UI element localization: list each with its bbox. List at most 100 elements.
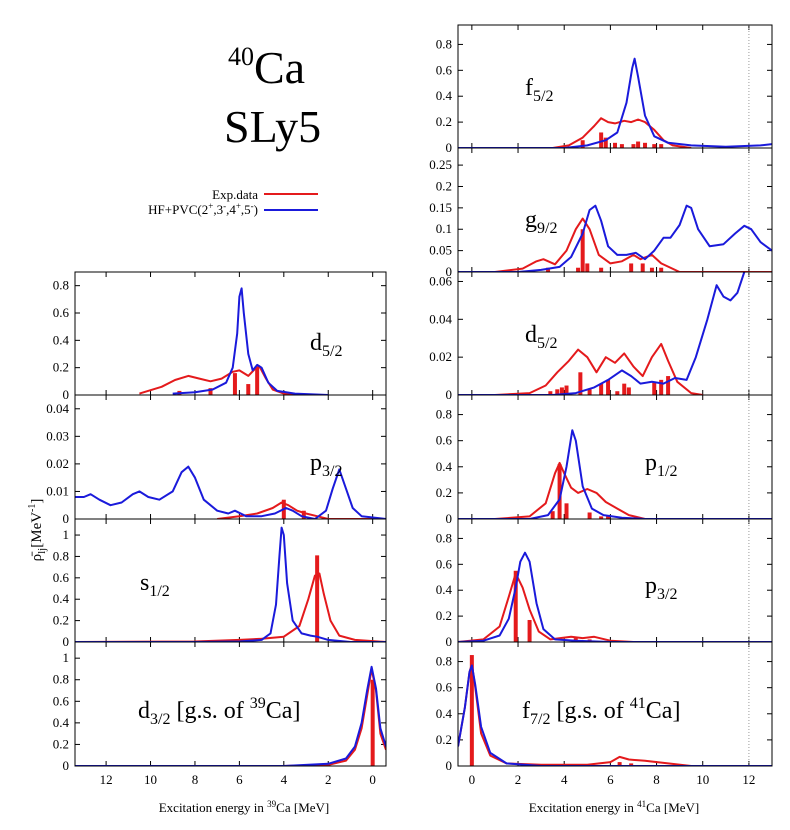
exp-bar bbox=[659, 379, 664, 395]
exp-bar bbox=[652, 144, 657, 148]
exp-bar bbox=[580, 140, 585, 148]
orbital-label: g9/2 bbox=[525, 207, 557, 237]
x-tick-label: 0 bbox=[469, 772, 476, 787]
y-tick-label: 0.4 bbox=[436, 582, 453, 597]
y-tick-label: 0 bbox=[446, 387, 453, 402]
orbital-label: p1/2 bbox=[645, 450, 677, 480]
exp-bar bbox=[599, 132, 604, 148]
exp-bar bbox=[606, 379, 611, 395]
y-tick-label: 0.06 bbox=[429, 273, 452, 288]
exp-bar bbox=[631, 144, 636, 148]
plot-area bbox=[458, 655, 772, 766]
x-tick-label: 8 bbox=[653, 772, 660, 787]
exp-bar bbox=[246, 384, 251, 395]
exp-bar bbox=[301, 510, 306, 519]
panel-frame bbox=[457, 24, 773, 149]
y-tick-label: 0.8 bbox=[53, 278, 69, 293]
y-tick-label: 0.6 bbox=[53, 693, 70, 708]
y-tick-label: 0.2 bbox=[436, 732, 452, 747]
orbital-label: p3/2 bbox=[310, 450, 342, 480]
x-tick-label: 2 bbox=[325, 772, 332, 787]
y-tick-label: 0.8 bbox=[436, 530, 452, 545]
y-tick-label: 0.2 bbox=[436, 114, 452, 129]
orbital-label: s1/2 bbox=[140, 570, 170, 600]
y-tick-label: 0.6 bbox=[53, 305, 70, 320]
x-tick-label: 0 bbox=[369, 772, 376, 787]
x-tick-label: 12 bbox=[100, 772, 113, 787]
y-tick-label: 0.03 bbox=[46, 428, 69, 443]
y-tick-label: 0.2 bbox=[53, 360, 69, 375]
exp-curve bbox=[217, 501, 373, 519]
x-tick-label: 4 bbox=[281, 772, 288, 787]
plot-area bbox=[75, 526, 386, 642]
orbital-label: f5/2 bbox=[525, 75, 553, 105]
panel-R3: 0 0.2 0.4 0.6 0.8 p1/2 bbox=[436, 394, 773, 526]
exp-bar bbox=[580, 229, 585, 272]
x-tick-label: 2 bbox=[515, 772, 522, 787]
orbital-label: d5/2 bbox=[310, 330, 342, 360]
orbital-label: d3/2 [g.s. of 39Ca] bbox=[138, 695, 300, 728]
y-tick-label: 0.04 bbox=[46, 401, 69, 416]
exp-bar bbox=[613, 142, 617, 148]
title-symbol: Ca bbox=[254, 42, 305, 93]
y-tick-label: 0.04 bbox=[429, 311, 452, 326]
y-tick-label: 0.6 bbox=[436, 433, 453, 448]
exp-bar bbox=[652, 381, 657, 395]
x-axis-label-right: Excitation energy in 41Ca [MeV] bbox=[529, 799, 700, 815]
y-tick-label: 0.2 bbox=[53, 736, 69, 751]
y-tick-label: 0 bbox=[446, 264, 453, 279]
exp-bar bbox=[546, 267, 551, 272]
exp-bar bbox=[599, 267, 604, 272]
calc-curve bbox=[458, 664, 772, 766]
x-tick-label: 6 bbox=[236, 772, 243, 787]
calc-curve bbox=[458, 429, 772, 519]
y-tick-label: 1 bbox=[63, 650, 70, 665]
plot-area bbox=[75, 465, 386, 519]
exp-bar bbox=[576, 267, 581, 272]
exp-bar bbox=[649, 267, 654, 272]
exp-bar bbox=[619, 144, 624, 148]
calc-curve bbox=[458, 204, 772, 272]
exp-bar bbox=[626, 387, 631, 395]
plot-area bbox=[458, 551, 772, 642]
y-tick-label: 1 bbox=[63, 527, 70, 542]
y-tick-label: 0.15 bbox=[429, 200, 452, 215]
panel-frame bbox=[457, 394, 773, 520]
exp-bar bbox=[622, 383, 627, 395]
exp-bar bbox=[606, 516, 611, 519]
y-tick-label: 0.4 bbox=[53, 591, 70, 606]
exp-bar bbox=[527, 619, 532, 642]
exp-bar bbox=[232, 373, 237, 395]
calc-curve bbox=[75, 665, 386, 766]
exp-bar bbox=[370, 679, 375, 766]
y-tick-label: 0.4 bbox=[53, 332, 70, 347]
exp-bar bbox=[559, 387, 564, 395]
panel-frame bbox=[457, 641, 773, 767]
y-tick-label: 0.1 bbox=[436, 221, 452, 236]
y-tick-label: 0.6 bbox=[436, 62, 453, 77]
exp-bar bbox=[599, 383, 604, 395]
plot-area bbox=[458, 272, 746, 395]
exp-curve bbox=[494, 461, 646, 519]
panel-frame bbox=[74, 271, 387, 396]
y-tick-label: 0 bbox=[63, 634, 70, 649]
y-tick-label: 0.2 bbox=[436, 178, 452, 193]
x-axis-label-left: Excitation energy in 39Ca [MeV] bbox=[159, 799, 330, 815]
plot-area bbox=[458, 429, 772, 519]
x-tick-label: 8 bbox=[192, 772, 199, 787]
y-tick-label: 0.8 bbox=[436, 407, 452, 422]
title-interaction: SLy5 bbox=[224, 101, 321, 152]
exp-bar bbox=[469, 655, 474, 766]
y-tick-label: 0.2 bbox=[436, 485, 452, 500]
panel-R5: 0 0.2 0.4 0.6 0.8 0 2 4 6 8 10 12 f7/2 [g.s. of 41Ca… bbox=[436, 641, 773, 787]
exp-bar bbox=[603, 137, 608, 148]
y-tick-label: 0.01 bbox=[46, 483, 69, 498]
y-tick-label: 0.4 bbox=[436, 459, 453, 474]
exp-bar bbox=[599, 516, 604, 519]
x-tick-label: 12 bbox=[742, 772, 755, 787]
exp-bar bbox=[513, 570, 518, 642]
calc-curve bbox=[458, 57, 772, 148]
exp-curve bbox=[458, 572, 634, 642]
exp-bar bbox=[208, 388, 213, 395]
